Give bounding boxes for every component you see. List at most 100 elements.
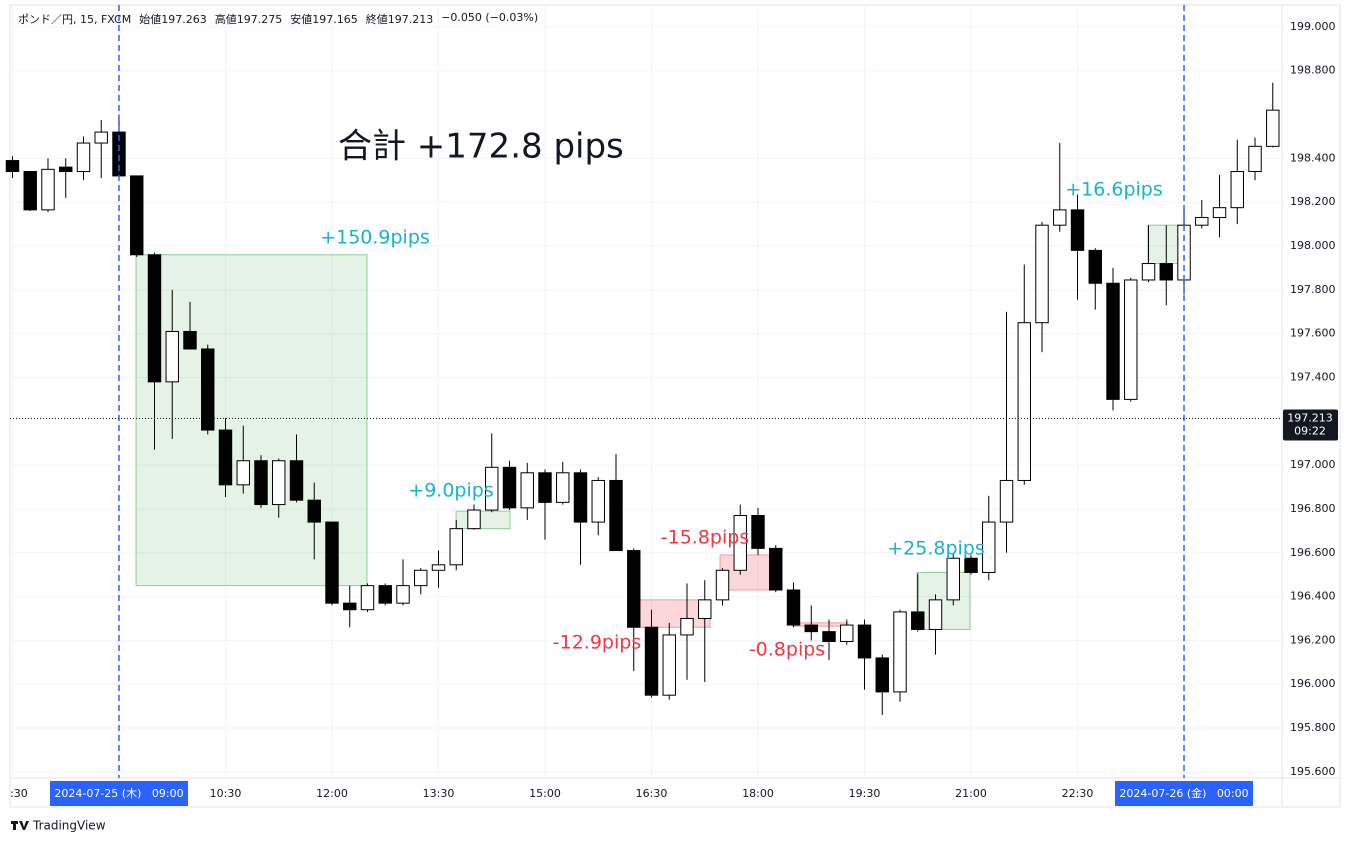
candle-body <box>520 472 534 509</box>
candle-body <box>964 557 978 573</box>
candle-body <box>786 589 801 626</box>
candle-body <box>662 634 676 696</box>
candle-body <box>23 171 37 211</box>
candle-body <box>804 624 818 633</box>
candle-body <box>946 557 960 601</box>
candle-body <box>680 617 694 636</box>
x-tick-label: 12:00 <box>316 787 348 800</box>
y-tick-label: 196.400 <box>1290 590 1336 603</box>
candle-body <box>201 348 215 431</box>
candle-body <box>289 460 304 501</box>
y-tick-label: 196.000 <box>1290 677 1336 690</box>
x-tick-label: 15:00 <box>529 787 561 800</box>
ohlc-close: 終値197.213 <box>365 13 434 26</box>
pips-box <box>792 622 849 627</box>
candle-body <box>999 479 1014 523</box>
y-tick-label: 195.800 <box>1290 721 1336 734</box>
grid <box>10 5 1282 778</box>
ohlc-high: 高値197.275 <box>214 13 283 26</box>
x-tick-label: 2024-07-26 (金) 00:00 <box>1119 786 1248 800</box>
candle-body <box>715 569 730 601</box>
candle-body <box>1017 322 1031 481</box>
candle-body <box>5 160 20 173</box>
last-price-tag <box>1283 409 1338 441</box>
y-tick-label: 198.200 <box>1290 195 1336 208</box>
candle-body <box>1248 145 1262 173</box>
pips-label: -0.8pips <box>749 639 825 661</box>
candle-body <box>272 460 286 506</box>
candle-body <box>76 142 91 173</box>
candle-body <box>1106 282 1120 400</box>
overlay: +150.9pips +9.0pips -12.9pips -15.8pips -0.8… <box>10 5 1282 778</box>
pips-label: -15.8pips <box>661 527 749 549</box>
y-tick-label: 198.000 <box>1290 239 1336 252</box>
candle-body <box>343 602 357 611</box>
candle-body <box>1230 171 1244 209</box>
candle-body <box>59 166 73 173</box>
x-tick-label: 21:00 <box>955 787 987 800</box>
candle-body <box>254 460 268 506</box>
candle-body <box>360 585 375 611</box>
candle-body <box>644 626 659 696</box>
candle-body <box>325 521 339 604</box>
x-tick-label: 10:30 <box>210 787 242 800</box>
candle-body <box>1070 209 1085 251</box>
candle-body <box>1159 263 1173 281</box>
candle-body <box>414 569 428 587</box>
candle-body <box>502 466 517 509</box>
candles <box>5 82 1280 715</box>
x-tick-label: 16:30 <box>636 787 668 800</box>
total-title: 合計 +172.8 pips <box>338 127 624 167</box>
pips-label: +16.6pips <box>1065 179 1163 201</box>
candle-body <box>431 564 446 571</box>
y-tick-label: 197.600 <box>1290 327 1336 340</box>
x-tick-label: 18:00 <box>742 787 774 800</box>
pips-box <box>1147 224 1184 265</box>
candle-body <box>183 330 197 350</box>
candle-body <box>378 585 392 604</box>
candle-body <box>41 168 55 211</box>
candle-body <box>911 611 925 630</box>
candle-body <box>822 631 836 642</box>
candle-body <box>928 599 943 630</box>
pips-box <box>455 510 511 530</box>
candle-body <box>875 657 889 693</box>
pips-label: +150.9pips <box>320 227 430 249</box>
ohlc-open: 始値197.263 <box>139 13 207 26</box>
y-tick-label: 196.600 <box>1290 546 1336 559</box>
candle-body <box>165 330 179 383</box>
candle-body <box>236 460 250 486</box>
candle-body <box>1195 217 1209 226</box>
candle-body <box>698 599 712 619</box>
candle-body <box>733 515 747 571</box>
y-tick-label: 197.800 <box>1290 283 1336 296</box>
last-price-label: 197.213 <box>1287 411 1333 424</box>
candle-body <box>1088 249 1102 284</box>
candle-body <box>1266 109 1280 147</box>
y-tick-label: 196.200 <box>1290 633 1336 646</box>
candle-body <box>840 624 854 642</box>
logo-icon <box>11 821 29 830</box>
candle-body <box>396 585 410 604</box>
pips-label: +25.8pips <box>887 538 985 560</box>
candle-body <box>538 472 552 503</box>
x-tick-label: 2024-07-25 (木) 09:00 <box>54 787 183 800</box>
candle-body <box>307 499 321 523</box>
y-tick-label: 199.000 <box>1290 20 1336 33</box>
candle-body <box>769 547 783 591</box>
pips-label: +9.0pips <box>408 480 493 502</box>
logo: TradingView <box>11 819 106 833</box>
x-tick-label: 13:30 <box>423 787 455 800</box>
candle-body <box>485 466 499 511</box>
candle-body <box>1124 279 1138 400</box>
y-tick-label: 198.800 <box>1290 64 1336 77</box>
candle-body <box>1177 224 1191 281</box>
header: ポンド／円, 15, FXCM 始値197.263 高値197.275 安値19… <box>18 11 538 27</box>
candle-body <box>893 611 907 693</box>
candle-body <box>1035 224 1049 324</box>
y-tick-label: 197.400 <box>1290 370 1336 383</box>
candle-body <box>857 624 872 659</box>
x-tick-label: :30 <box>10 787 28 800</box>
